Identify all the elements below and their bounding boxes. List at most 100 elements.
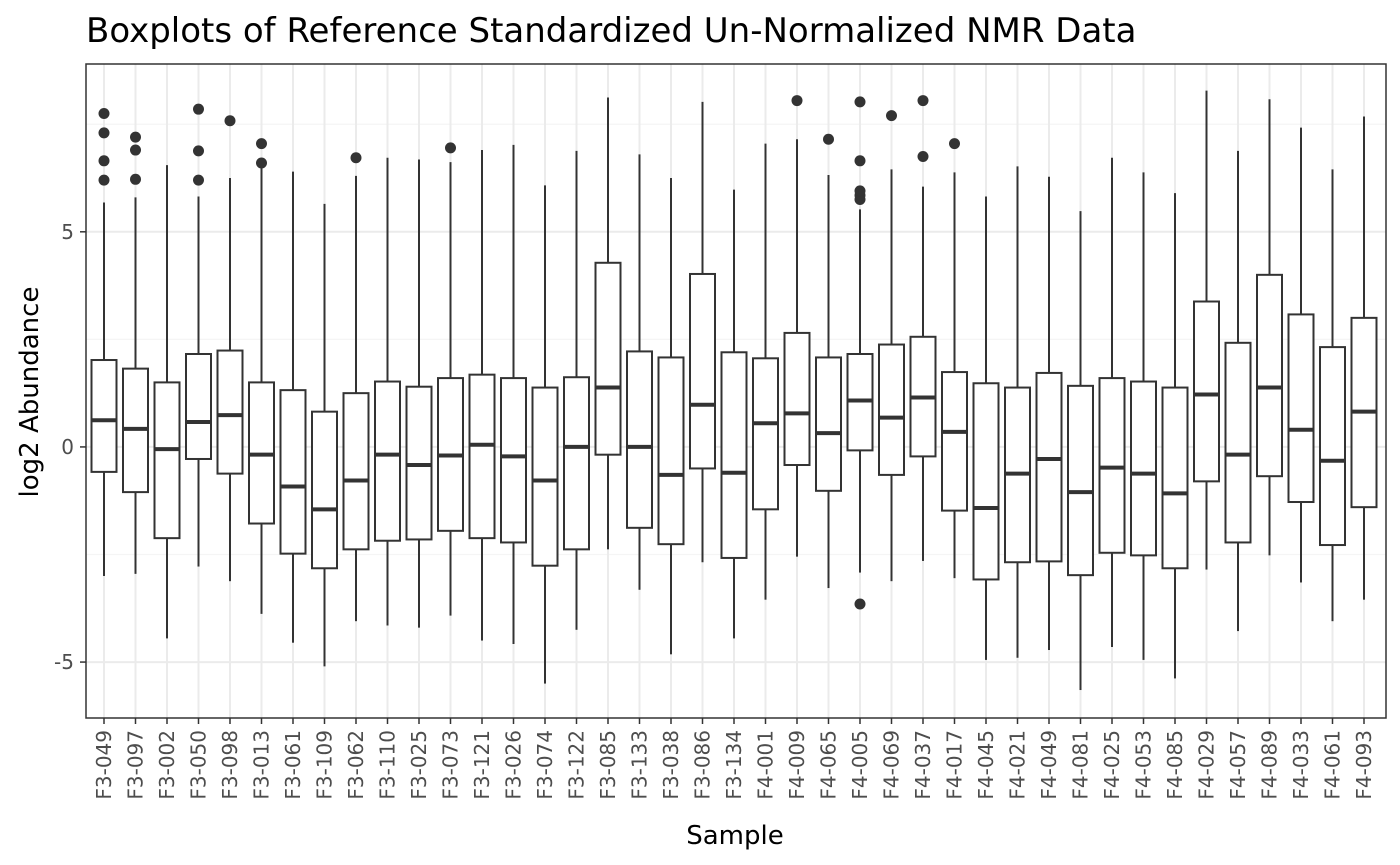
y-tick-label: -5	[54, 650, 74, 674]
box	[563, 376, 590, 551]
box	[594, 261, 622, 456]
outlier-point	[256, 157, 267, 169]
box	[374, 380, 401, 542]
x-tick-label: F4-049	[1037, 730, 1061, 800]
outlier-point	[224, 115, 236, 127]
x-tick-label: F4-093	[1352, 730, 1376, 800]
box	[1067, 384, 1094, 577]
x-tick-label: F3-061	[281, 730, 305, 800]
x-tick-label: F3-074	[533, 730, 557, 800]
x-tick-label: F4-017	[943, 730, 967, 800]
box	[1224, 341, 1252, 544]
x-tick-label: F4-053	[1132, 730, 1156, 800]
x-tick-label: F3-050	[187, 730, 211, 800]
box	[783, 331, 811, 467]
x-tick-label: F4-089	[1258, 730, 1282, 800]
x-tick-label: F4-061	[1321, 730, 1345, 800]
box	[720, 351, 748, 559]
x-tick-label: F3-002	[155, 730, 179, 800]
box	[468, 373, 496, 540]
x-tick-label: F4-033	[1289, 730, 1313, 800]
box	[1319, 346, 1346, 547]
box	[689, 272, 716, 470]
outlier-point	[130, 131, 141, 143]
x-tick-label: F4-001	[754, 730, 778, 800]
x-tick-label: F4-069	[880, 730, 904, 800]
x-tick-label: F3-098	[218, 730, 242, 800]
x-tick-label: F3-086	[691, 730, 715, 800]
box	[500, 377, 527, 544]
outlier-point	[193, 103, 204, 115]
outlier-point	[917, 151, 929, 163]
outlier-point	[886, 110, 897, 122]
x-tick-label: F3-025	[407, 730, 431, 800]
box	[1161, 386, 1189, 570]
plot-panel: -5 0 5 F3-049 F3-097 F3-002 F3-050 F3-098 F3-013…	[54, 63, 1387, 800]
box	[531, 386, 559, 567]
x-tick-label: F3-097	[124, 730, 148, 800]
x-tick-label: F4-065	[817, 730, 841, 800]
outlier-point	[98, 155, 110, 167]
box	[941, 371, 968, 512]
chart-title: Boxplots of Reference Standardized Un-No…	[86, 11, 1136, 51]
x-tick-label: F4-025	[1100, 730, 1124, 800]
box	[878, 343, 905, 476]
box	[657, 356, 685, 546]
outlier-point	[98, 174, 110, 186]
x-tick-label: F3-062	[344, 730, 368, 800]
x-tick-label: F3-038	[659, 730, 683, 800]
outlier-point	[193, 145, 204, 157]
x-tick-label: F3-134	[722, 730, 746, 800]
x-tick-label: F3-109	[313, 730, 337, 800]
outlier-point	[98, 107, 110, 119]
x-tick-label: F3-049	[92, 730, 116, 800]
box	[815, 356, 842, 492]
x-tick-label: F4-029	[1195, 730, 1219, 800]
outlier-point	[791, 95, 803, 107]
x-tick-label: F4-005	[848, 730, 872, 800]
outlier-point	[256, 138, 267, 150]
outlier-point	[98, 127, 110, 139]
box	[279, 389, 307, 555]
box	[1256, 273, 1283, 478]
x-tick-label: F3-013	[250, 730, 274, 800]
outlier-point	[445, 142, 456, 154]
box	[185, 352, 212, 460]
outlier-point	[917, 95, 929, 107]
outlier-point	[130, 173, 141, 185]
x-tick-label: F3-085	[596, 730, 620, 800]
box	[1287, 313, 1315, 504]
outlier-point	[350, 152, 362, 164]
box	[1130, 380, 1157, 557]
box	[972, 382, 1000, 581]
x-tick-label: F4-085	[1163, 730, 1187, 800]
x-tick-label: F3-073	[439, 730, 463, 800]
box	[311, 410, 338, 570]
box	[1098, 377, 1126, 554]
box	[153, 381, 181, 540]
x-tick-label: F4-057	[1226, 730, 1250, 800]
y-tick-label: 0	[61, 435, 74, 459]
x-tick-label: F4-045	[974, 730, 998, 800]
outlier-point	[823, 133, 834, 145]
box	[1193, 300, 1220, 483]
x-tick-label: F4-081	[1069, 730, 1093, 800]
box	[216, 349, 244, 475]
outlier-point	[193, 174, 204, 186]
outlier-point	[854, 598, 866, 610]
box	[342, 392, 370, 551]
x-tick-label: F4-009	[785, 730, 809, 800]
box	[90, 359, 118, 473]
box	[626, 350, 653, 529]
outlier-point	[130, 144, 141, 156]
x-axis-title: Sample	[686, 821, 784, 851]
x-tick-label: F3-110	[376, 730, 400, 800]
panel-border	[85, 63, 1387, 719]
outlier-point	[854, 96, 866, 108]
outlier-point	[854, 185, 866, 197]
outlier-point	[854, 155, 866, 167]
outlier-point	[949, 138, 960, 150]
box	[1035, 371, 1063, 563]
x-tick-label: F3-122	[565, 730, 589, 800]
